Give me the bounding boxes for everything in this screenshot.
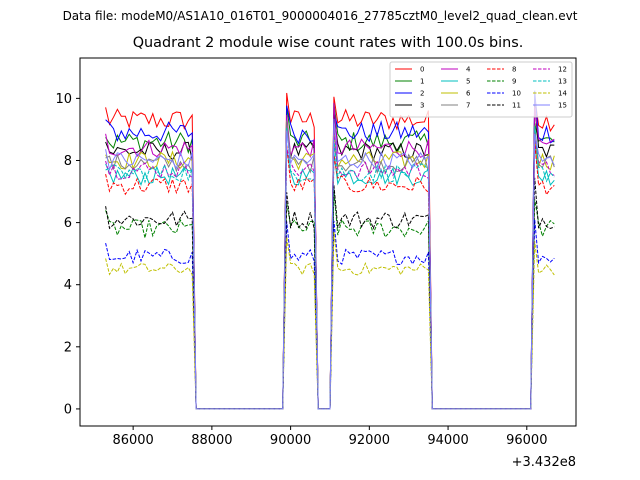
series-line-2	[105, 90, 555, 410]
legend-label-13: 13	[558, 78, 567, 86]
legend-label-8: 8	[512, 66, 516, 74]
series-line-5	[105, 144, 555, 410]
y-tick-label: 0	[64, 402, 72, 417]
legend-label-5: 5	[466, 78, 470, 86]
series-line-7	[105, 120, 555, 410]
x-tick-label: 94000	[427, 433, 468, 448]
legend-label-14: 14	[558, 90, 567, 98]
legend-label-2: 2	[420, 90, 424, 98]
chart-title: Quadrant 2 module wise count rates with …	[132, 35, 524, 51]
plot-lines	[105, 90, 555, 410]
x-tick-label: 86000	[112, 433, 153, 448]
series-line-10	[105, 219, 555, 410]
legend-label-12: 12	[558, 66, 567, 74]
series-line-4	[105, 102, 555, 410]
legend-label-11: 11	[512, 102, 521, 110]
x-tick-label: 90000	[270, 433, 311, 448]
series-line-8	[105, 141, 555, 410]
x-tick-label: 92000	[349, 433, 390, 448]
series-line-12	[105, 129, 555, 410]
legend-box	[389, 61, 573, 118]
series-line-3	[105, 105, 555, 410]
x-axis: 86000 88000 90000 92000 94000 96000	[112, 426, 547, 448]
legend-label-15: 15	[558, 102, 567, 110]
y-tick-label: 4	[64, 278, 72, 293]
axes-frame	[79, 57, 577, 427]
legend-label-10: 10	[512, 90, 521, 98]
y-tick-label: 10	[55, 92, 72, 107]
legend-label-0: 0	[420, 66, 424, 74]
series-line-0	[105, 92, 555, 410]
figure-suptitle: Data file: modeM0/AS1A10_016T01_90000040…	[62, 9, 578, 23]
legend-label-3: 3	[420, 102, 424, 110]
legend-label-6: 6	[466, 90, 471, 98]
legend-label-9: 9	[512, 78, 516, 86]
x-tick-label: 88000	[191, 433, 232, 448]
legend-label-1: 1	[420, 78, 424, 86]
series-line-15	[105, 118, 555, 410]
y-tick-label: 2	[64, 340, 72, 355]
x-tick-label: 96000	[506, 433, 547, 448]
series-line-1	[105, 102, 555, 410]
legend-label-7: 7	[466, 102, 470, 110]
y-axis: 0 2 4 6 8 10	[55, 92, 80, 417]
x-offset-label: +3.432e8	[512, 455, 576, 470]
y-tick-label: 8	[64, 154, 72, 169]
legend-label-4: 4	[466, 66, 471, 74]
y-tick-label: 6	[64, 216, 72, 231]
